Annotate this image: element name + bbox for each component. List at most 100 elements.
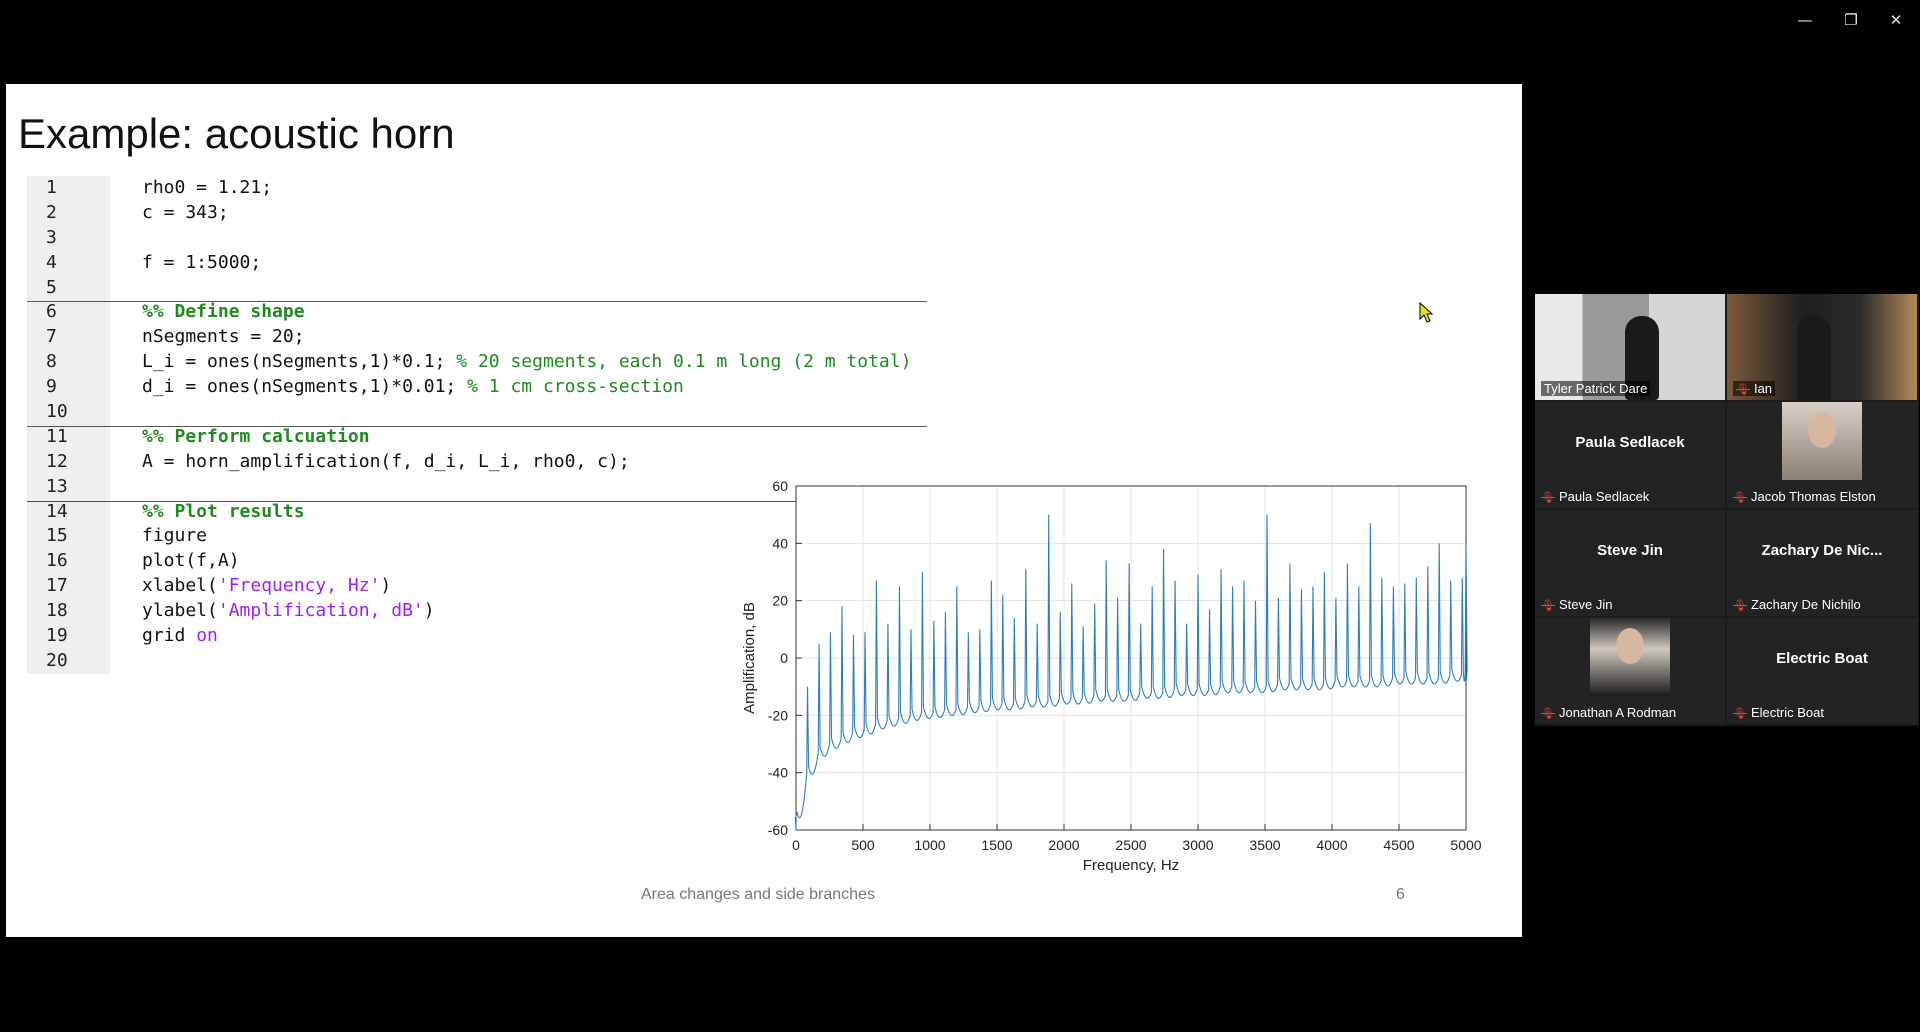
line-number: 14 [27, 499, 110, 525]
code-line: 8 L_i = ones(nSegments,1)*0.1; % 20 segme… [27, 350, 927, 376]
x-tick-label: 0 [792, 837, 800, 853]
code-token: ) [380, 575, 392, 597]
code-token: 'Frequency, Hz' [217, 575, 381, 597]
mic-muted-icon: 🎙︎ [1541, 708, 1555, 720]
code-line: 17 xlabel('Frequency, Hz') [27, 574, 927, 600]
participant-name-label: 🎙︎ Steve Jin [1541, 597, 1612, 612]
participants-panel: Tyler Patrick Dare 🎙︎ Ian Paula Sedlacek 🎙︎ P… [1535, 294, 1919, 726]
code-line: 10 [27, 400, 927, 425]
slide-footer: Area changes and side branches [641, 886, 875, 903]
participant-tile[interactable]: Steve Jin 🎙︎ Steve Jin [1535, 510, 1725, 616]
y-tick-label: -60 [768, 822, 788, 838]
code-listing: 1 rho0 = 1.21; 2 c = 343; 3 4 f = 1:5000; 5 6 %% … [27, 176, 927, 674]
close-button[interactable]: ✕ [1889, 11, 1903, 29]
code-token: %% Define shape [142, 301, 305, 323]
participant-name-label: 🎙︎ Paula Sedlacek [1541, 489, 1649, 504]
y-tick-label: 20 [772, 593, 788, 609]
participant-name: Electric Boat [1750, 705, 1824, 720]
code-text: f = 1:5000; [142, 251, 261, 276]
slide-page-number: 6 [1396, 886, 1405, 903]
code-token: ylabel( [142, 600, 218, 622]
participant-name-label: Tyler Patrick Dare [1541, 381, 1651, 396]
code-line: 2 c = 343; [27, 200, 927, 226]
avatar-face [1616, 628, 1644, 664]
x-tick-label: 2000 [1048, 837, 1079, 853]
line-number: 8 [27, 350, 110, 376]
x-tick-label: 4000 [1316, 837, 1347, 853]
participant-name-label: 🎙︎ Jonathan A Rodman [1541, 705, 1676, 720]
participant-display-name: Steve Jin [1597, 542, 1663, 559]
code-token: %% Perform calcuation [142, 425, 370, 447]
code-line: 20 [27, 648, 927, 674]
code-token: rho0 = 1.21; [142, 177, 273, 198]
x-tick-label: 500 [851, 837, 875, 853]
line-number: 3 [27, 225, 110, 251]
y-axis-label: Amplification, dB [741, 602, 758, 714]
code-text: plot(f,A) [142, 549, 240, 574]
code-text: %% Define shape [142, 300, 305, 325]
code-text: %% Plot results [142, 500, 305, 525]
line-number: 7 [27, 325, 110, 351]
code-line: 5 [27, 275, 927, 301]
code-text: d_i = ones(nSegments,1)*0.01; % 1 cm cro… [142, 375, 684, 400]
line-number: 4 [27, 250, 110, 276]
code-line: 12 A = horn_amplification(f, d_i, L_i, rh… [27, 449, 927, 475]
code-token: grid [142, 625, 197, 647]
x-tick-label: 1000 [914, 837, 945, 853]
code-line: 7 nSegments = 20; [27, 325, 927, 351]
slide-title: Example: acoustic horn [18, 110, 455, 157]
section-separator [27, 501, 797, 502]
maximize-button[interactable]: ❐ [1844, 11, 1858, 29]
code-token: ) [423, 600, 435, 622]
participant-name-label: 🎙︎ Zachary De Nichilo [1733, 597, 1861, 612]
participant-tile[interactable]: 🎙︎ Jacob Thomas Elston [1727, 402, 1917, 508]
mic-muted-icon: 🎙︎ [1541, 492, 1555, 504]
line-number: 16 [27, 549, 110, 575]
code-text: ylabel('Amplification, dB') [142, 599, 435, 624]
code-token: f = 1:5000; [142, 251, 262, 273]
participant-name: Tyler Patrick Dare [1544, 381, 1648, 396]
code-token: % 1 cm cross-section [467, 376, 684, 398]
participant-name-label: 🎙︎ Electric Boat [1733, 705, 1824, 720]
y-tick-label: 0 [780, 650, 788, 666]
line-number: 13 [27, 474, 110, 500]
code-line: 19 grid on [27, 624, 927, 649]
participant-tile[interactable]: 🎙︎ Jonathan A Rodman [1535, 618, 1725, 724]
participant-name: Jacob Thomas Elston [1750, 489, 1876, 504]
code-token: nSegments = 20; [142, 326, 305, 348]
presentation-slide: Example: acoustic horn 1 rho0 = 1.21; 2 c =… [6, 84, 1522, 937]
mic-muted-icon: 🎙︎ [1733, 492, 1747, 504]
code-token: plot(f,A) [142, 550, 240, 572]
x-tick-label: 2500 [1115, 837, 1146, 853]
line-number: 18 [27, 599, 110, 625]
line-number: 6 [27, 300, 110, 326]
line-number: 17 [27, 574, 110, 600]
line-number: 2 [27, 200, 110, 226]
participant-tile[interactable]: Zachary De Nic... 🎙︎ Zachary De Nichilo [1727, 510, 1917, 616]
code-token: on [196, 625, 218, 647]
code-line: 6 %% Define shape [27, 300, 927, 326]
participant-tile[interactable]: Tyler Patrick Dare [1535, 294, 1725, 400]
participant-tile[interactable]: Electric Boat 🎙︎ Electric Boat [1727, 618, 1917, 724]
line-number: 10 [27, 400, 110, 425]
x-tick-label: 1500 [981, 837, 1012, 853]
avatar [1590, 618, 1670, 696]
x-axis-label: Frequency, Hz [1083, 857, 1179, 874]
code-line: 1 rho0 = 1.21; [27, 176, 927, 201]
participant-tile[interactable]: 🎙︎ Ian [1727, 294, 1917, 400]
mic-muted-icon: 🎙︎ [1736, 384, 1750, 396]
code-token: xlabel( [142, 575, 218, 597]
participant-tile[interactable]: Paula Sedlacek 🎙︎ Paula Sedlacek [1535, 402, 1725, 508]
data-line [794, 514, 1468, 831]
y-tick-label: -40 [768, 765, 788, 781]
line-number: 9 [27, 375, 110, 401]
code-token: d_i = ones(nSegments,1)*0.01; [142, 376, 468, 398]
line-number: 15 [27, 524, 110, 550]
y-tick-label: -20 [768, 707, 788, 723]
participant-display-name: Zachary De Nic... [1761, 542, 1883, 559]
code-line: 4 f = 1:5000; [27, 250, 927, 276]
avatar [1782, 402, 1862, 480]
mic-muted-icon: 🎙︎ [1733, 708, 1747, 720]
minimize-button[interactable]: — [1797, 11, 1813, 29]
code-token: 'Amplification, dB' [217, 600, 424, 622]
